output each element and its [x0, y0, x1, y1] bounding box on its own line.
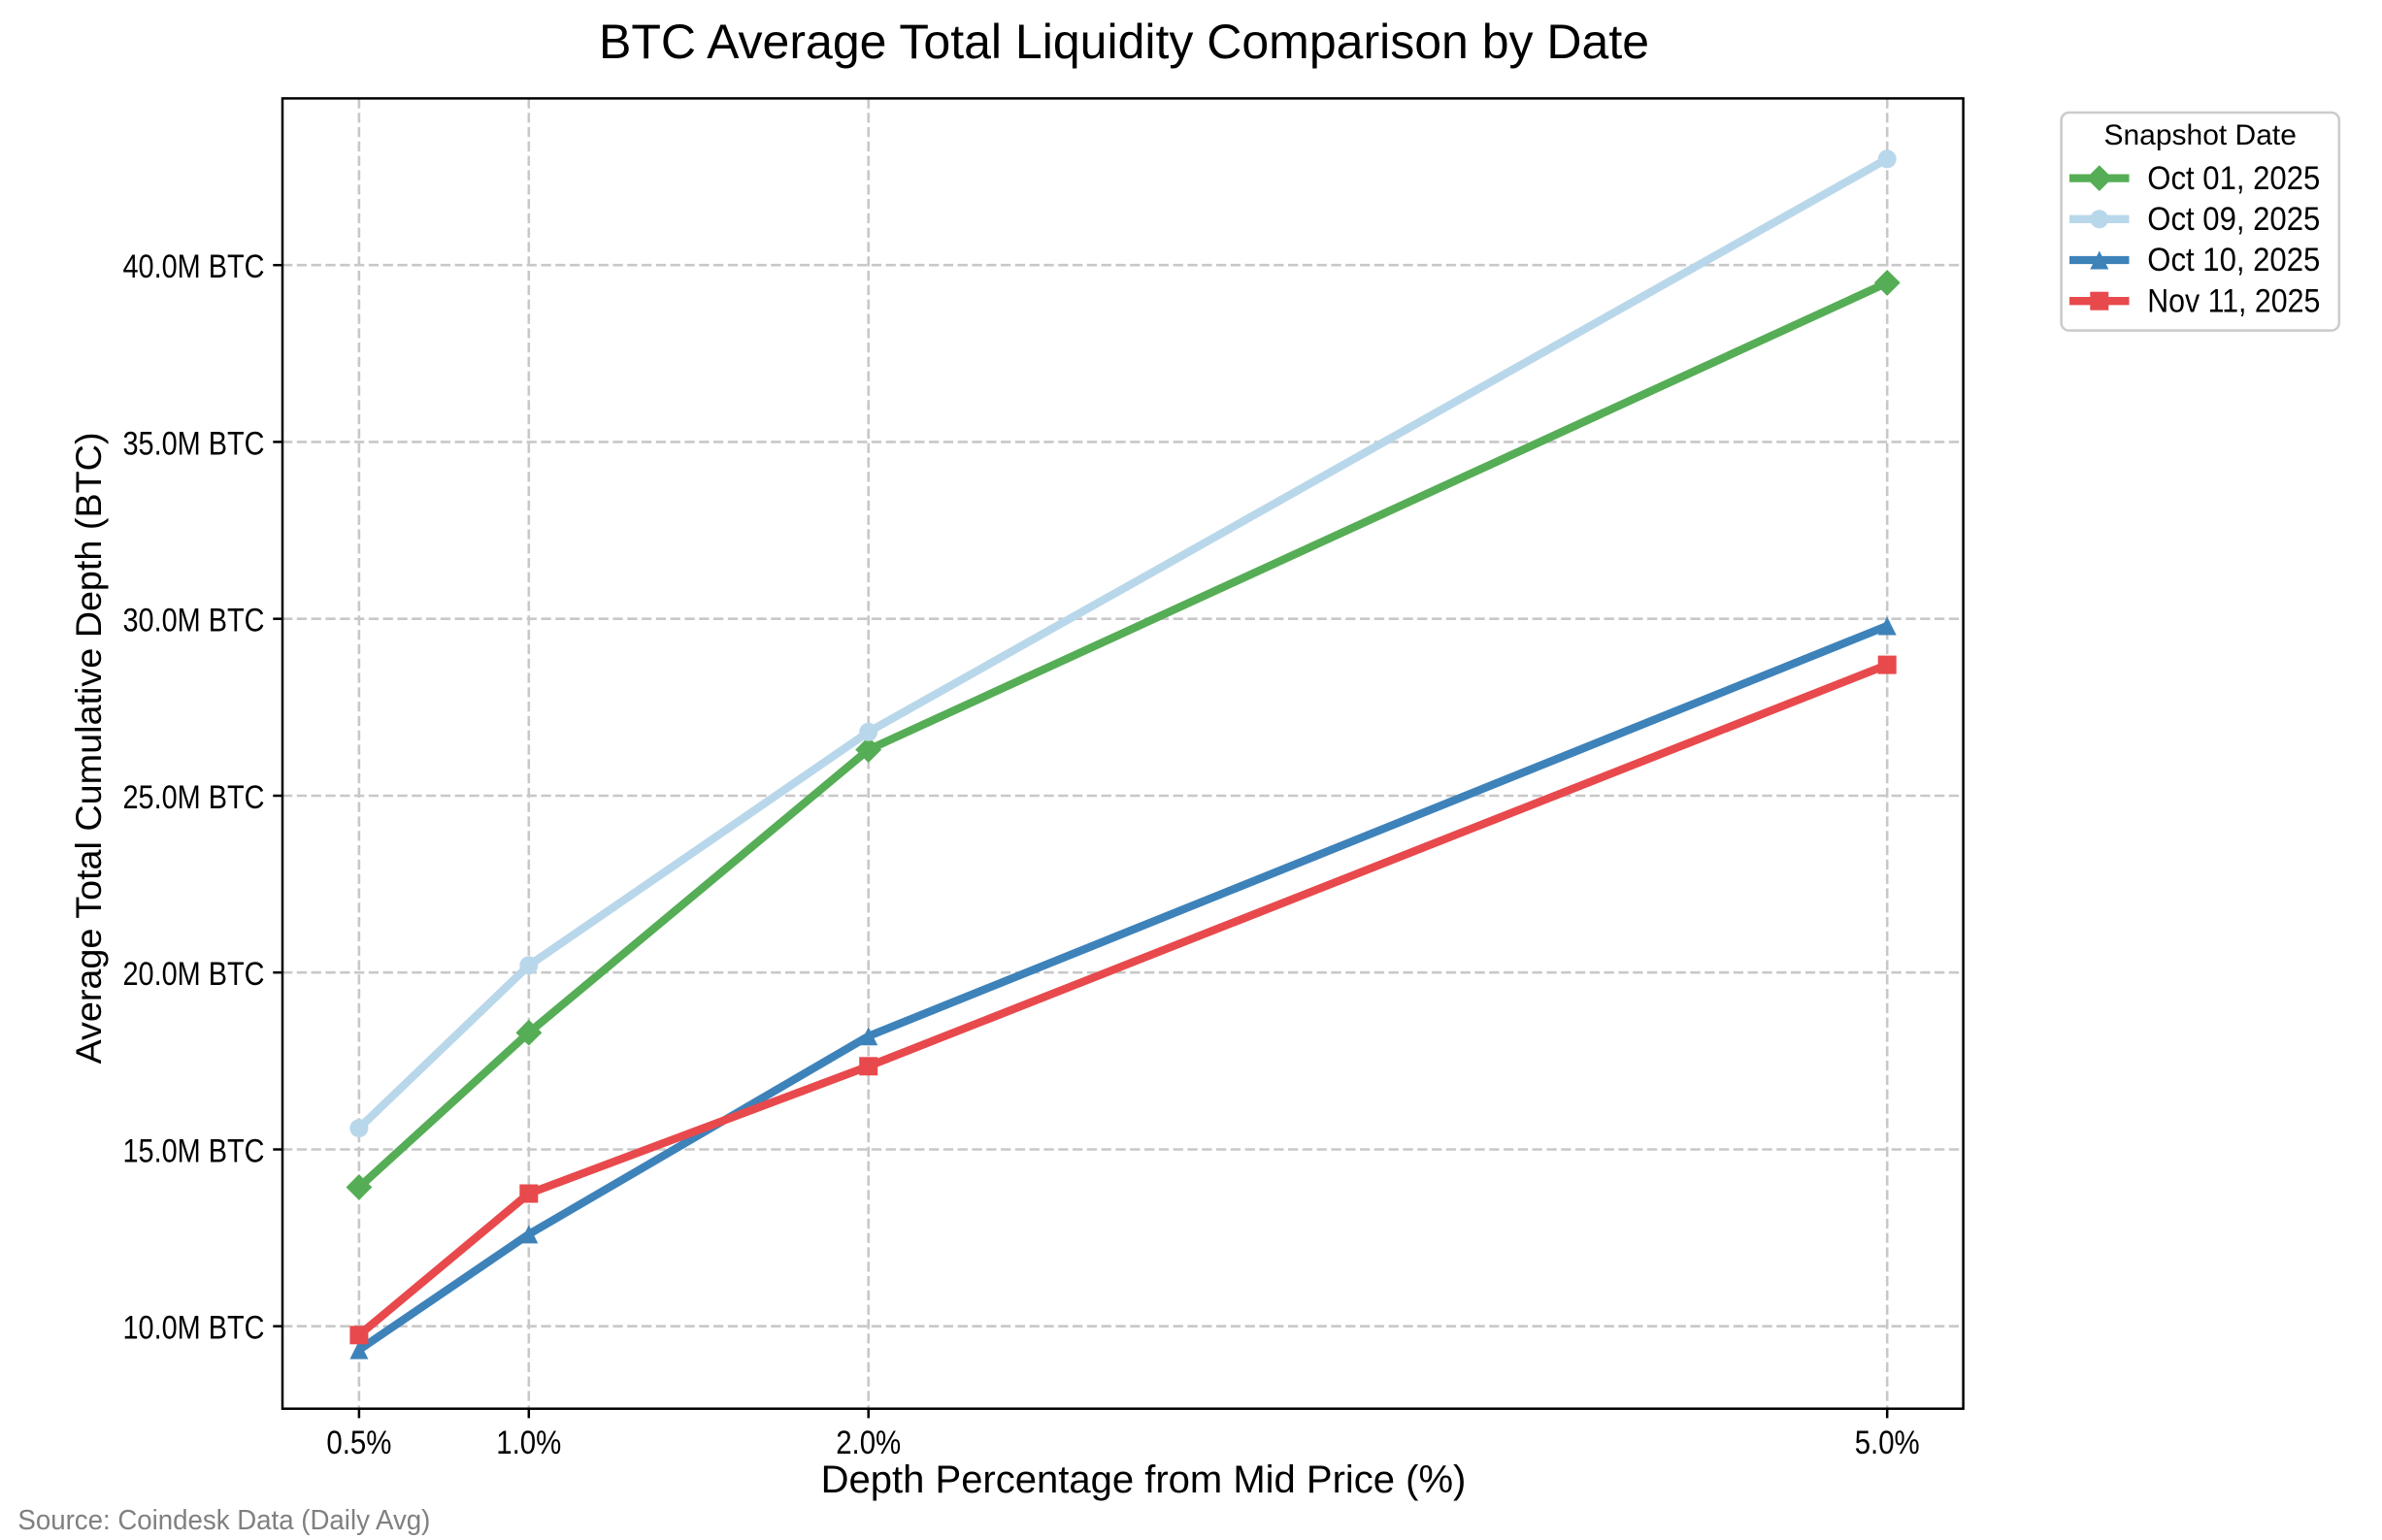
- svg-text:20.0M BTC: 20.0M BTC: [123, 956, 265, 993]
- svg-text:Oct 01, 2025: Oct 01, 2025: [2147, 160, 2320, 197]
- svg-text:5.0%: 5.0%: [1855, 1425, 1920, 1461]
- svg-text:BTC Average Total Liquidity Co: BTC Average Total Liquidity Comparison b…: [599, 15, 1649, 69]
- svg-text:2.0%: 2.0%: [836, 1425, 901, 1461]
- svg-text:35.0M BTC: 35.0M BTC: [123, 425, 265, 462]
- svg-text:1.0%: 1.0%: [496, 1425, 561, 1461]
- svg-text:Depth Percentage from Mid Pric: Depth Percentage from Mid Price (%): [821, 1458, 1467, 1501]
- svg-text:40.0M BTC: 40.0M BTC: [123, 248, 265, 285]
- svg-text:Snapshot Date: Snapshot Date: [2103, 119, 2296, 151]
- svg-text:Nov 11, 2025: Nov 11, 2025: [2147, 282, 2320, 319]
- svg-text:Oct 10, 2025: Oct 10, 2025: [2147, 242, 2320, 279]
- svg-text:10.0M BTC: 10.0M BTC: [123, 1310, 265, 1347]
- svg-text:Average Total Cumulative Depth: Average Total Cumulative Depth (BTC): [69, 433, 109, 1065]
- svg-text:25.0M BTC: 25.0M BTC: [123, 779, 265, 816]
- svg-text:Source: Coindesk Data (Daily A: Source: Coindesk Data (Daily Avg): [17, 1505, 430, 1535]
- svg-text:15.0M BTC: 15.0M BTC: [123, 1133, 265, 1170]
- svg-text:0.5%: 0.5%: [326, 1425, 391, 1461]
- svg-text:30.0M BTC: 30.0M BTC: [123, 603, 265, 639]
- svg-text:Oct 09, 2025: Oct 09, 2025: [2147, 201, 2320, 238]
